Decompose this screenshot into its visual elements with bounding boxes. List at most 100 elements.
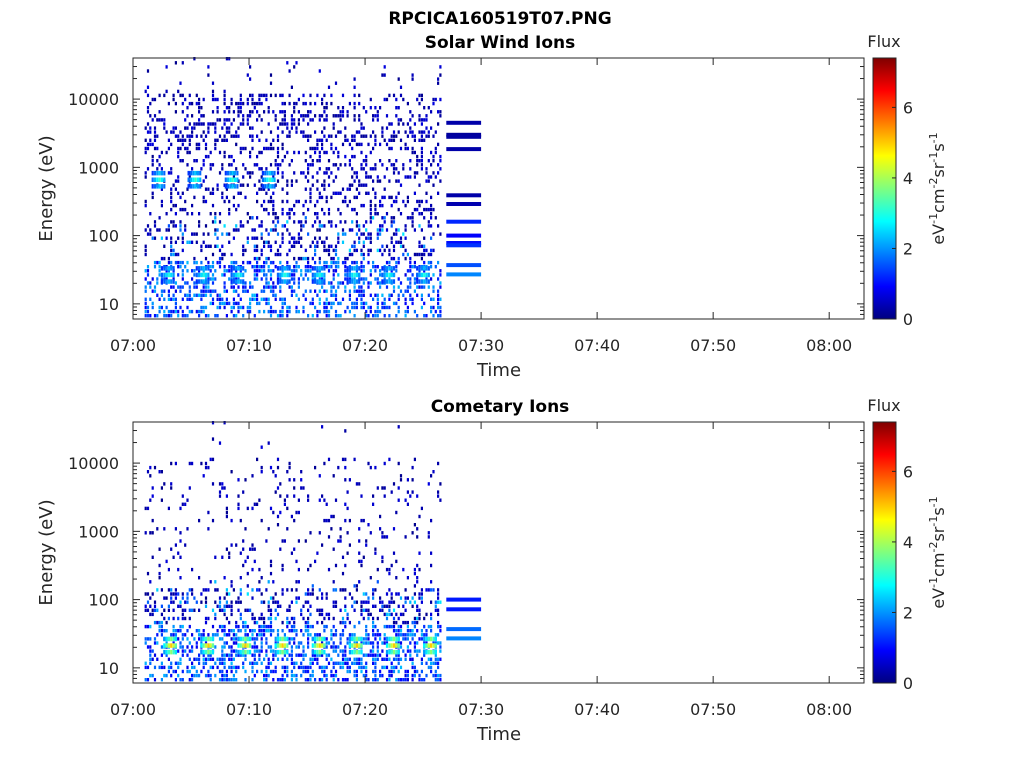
flux-cell (223, 285, 226, 289)
flux-cell (300, 608, 303, 612)
flux-cell (383, 216, 386, 220)
flux-cell (307, 608, 310, 612)
feature-cell (321, 636, 324, 642)
flux-cell (383, 305, 386, 310)
flux-cell (425, 588, 428, 592)
flux-cell (230, 604, 233, 608)
flux-cell (211, 633, 215, 637)
flux-cell (325, 171, 328, 175)
flux-cell (385, 228, 389, 232)
flux-cell (399, 118, 403, 122)
feature-cell (388, 636, 391, 642)
flux-cell (325, 641, 328, 645)
flux-cell (144, 277, 147, 281)
flux-cell (174, 134, 177, 138)
flux-cell (413, 150, 416, 155)
flux-cell (399, 657, 403, 661)
flux-cell (221, 126, 224, 130)
flux-cell (304, 150, 307, 155)
flux-cell (221, 232, 224, 236)
flux-cell (369, 281, 372, 285)
flux-cell (427, 252, 430, 257)
flux-cell (202, 629, 205, 633)
flux-cell (425, 207, 428, 212)
flux-cell (251, 216, 254, 220)
flux-cell (390, 220, 393, 224)
flux-cell (311, 669, 314, 674)
flux-cell (297, 232, 300, 236)
flux-cell (358, 665, 361, 670)
flux-cell (272, 191, 275, 195)
flux-cell (283, 154, 286, 159)
flux-cell (198, 637, 201, 641)
flux-cell (265, 285, 268, 289)
flux-cell (267, 187, 270, 191)
flux-cell (235, 260, 238, 265)
flux-cell (330, 281, 333, 285)
flux-cell (381, 195, 384, 200)
feature-cell (383, 272, 386, 278)
flux-cell (314, 150, 317, 155)
flux-cell (228, 678, 231, 682)
flux-cell (381, 305, 384, 310)
flux-cell (383, 195, 386, 200)
flux-cell (200, 244, 203, 248)
flux-cell (274, 93, 277, 98)
flux-cell (174, 289, 177, 293)
flux-cell (174, 260, 177, 265)
flux-cell (392, 138, 396, 142)
flux-cell (144, 171, 147, 175)
flux-cell (239, 269, 242, 273)
flux-cell (358, 551, 361, 555)
flux-cell (374, 114, 377, 118)
flux-cell (153, 665, 157, 670)
flux-cell (325, 260, 328, 265)
flux-cell (420, 212, 423, 216)
flux-cell (288, 461, 291, 466)
flux-cell (281, 567, 284, 572)
flux-cell (402, 232, 405, 236)
flux-cell (237, 600, 240, 604)
flux-cell (383, 665, 386, 670)
feature-cell (318, 649, 321, 655)
flux-cell (425, 277, 428, 281)
flux-cell (263, 297, 266, 301)
flux-cell (307, 265, 310, 269)
feature-cell (174, 643, 177, 648)
flux-cell (177, 309, 180, 314)
feature-cell (158, 170, 161, 176)
flux-cell (232, 305, 235, 310)
flux-cell (267, 604, 270, 608)
flux-cell (204, 199, 208, 204)
flux-cell (258, 269, 261, 273)
flux-cell (174, 461, 177, 466)
flux-cell (430, 616, 433, 621)
flux-cell (160, 604, 163, 608)
flux-cell (214, 142, 217, 147)
flux-cell (249, 301, 252, 306)
flux-cell (365, 641, 368, 645)
flux-cell (353, 101, 356, 106)
flux-cell (355, 584, 358, 588)
flux-cell (302, 134, 305, 138)
panel-title: Cometary Ions (431, 397, 570, 417)
flux-cell (279, 297, 282, 301)
flux-cell (158, 547, 161, 551)
flux-cell (188, 142, 191, 147)
feature-cell (172, 272, 175, 278)
flux-cell (214, 216, 217, 220)
feature-cell (316, 266, 319, 271)
feature-cell (425, 649, 428, 655)
flux-cell (269, 596, 273, 600)
flux-cell (276, 486, 280, 490)
feature-cell (232, 279, 235, 284)
flux-cell (174, 240, 177, 244)
flux-cell (385, 167, 389, 171)
flux-cell (256, 588, 259, 592)
flux-cell (439, 641, 442, 645)
flux-cell (432, 641, 435, 645)
flux-cell (204, 673, 208, 678)
flux-cell (258, 629, 261, 633)
flux-cell (330, 637, 333, 641)
flux-cell (181, 101, 184, 106)
